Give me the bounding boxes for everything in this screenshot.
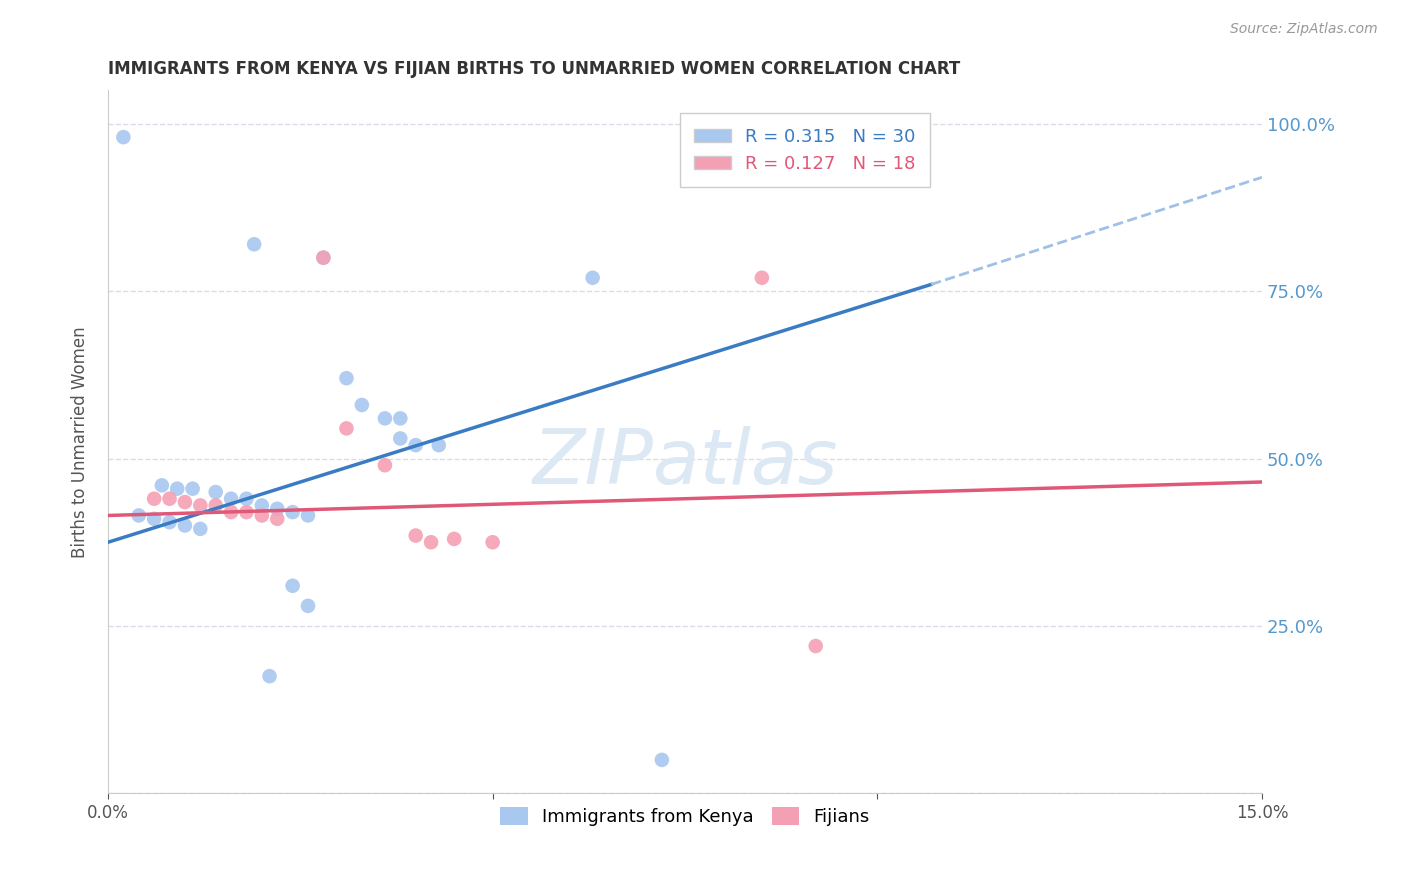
Legend: Immigrants from Kenya, Fijians: Immigrants from Kenya, Fijians [494,800,877,833]
Point [204,499,226,513]
Point [350,398,373,412]
Point [651,753,673,767]
Point [143,512,166,526]
Point [335,421,357,435]
Point [266,501,288,516]
Point [235,491,257,506]
Point [250,499,273,513]
Point [297,599,319,613]
Point [174,518,197,533]
Point [128,508,150,523]
Point [259,669,281,683]
Point [150,478,173,492]
Point [159,515,181,529]
Point [312,251,335,265]
Point [143,491,166,506]
Point [389,411,412,425]
Text: Source: ZipAtlas.com: Source: ZipAtlas.com [1230,22,1378,37]
Point [159,491,181,506]
Point [582,270,605,285]
Point [219,505,242,519]
Point [297,508,319,523]
Point [335,371,357,385]
Point [481,535,503,549]
Point [427,438,450,452]
Point [204,485,226,500]
Point [405,528,427,542]
Point [243,237,266,252]
Point [174,495,197,509]
Y-axis label: Births to Unmarried Women: Births to Unmarried Women [72,326,89,558]
Point [266,512,288,526]
Text: IMMIGRANTS FROM KENYA VS FIJIAN BIRTHS TO UNMARRIED WOMEN CORRELATION CHART: IMMIGRANTS FROM KENYA VS FIJIAN BIRTHS T… [108,60,960,78]
Text: ZIPatlas: ZIPatlas [533,425,838,500]
Point [181,482,204,496]
Point [374,411,396,425]
Point [804,639,827,653]
Point [112,130,135,145]
Point [312,251,335,265]
Point [188,522,211,536]
Point [250,508,273,523]
Point [420,535,443,549]
Point [166,482,188,496]
Point [389,432,412,446]
Point [219,491,242,506]
Point [374,458,396,473]
Point [443,532,465,546]
Point [188,499,211,513]
Point [281,505,304,519]
Point [281,579,304,593]
Point [751,270,773,285]
Point [405,438,427,452]
Point [235,505,257,519]
